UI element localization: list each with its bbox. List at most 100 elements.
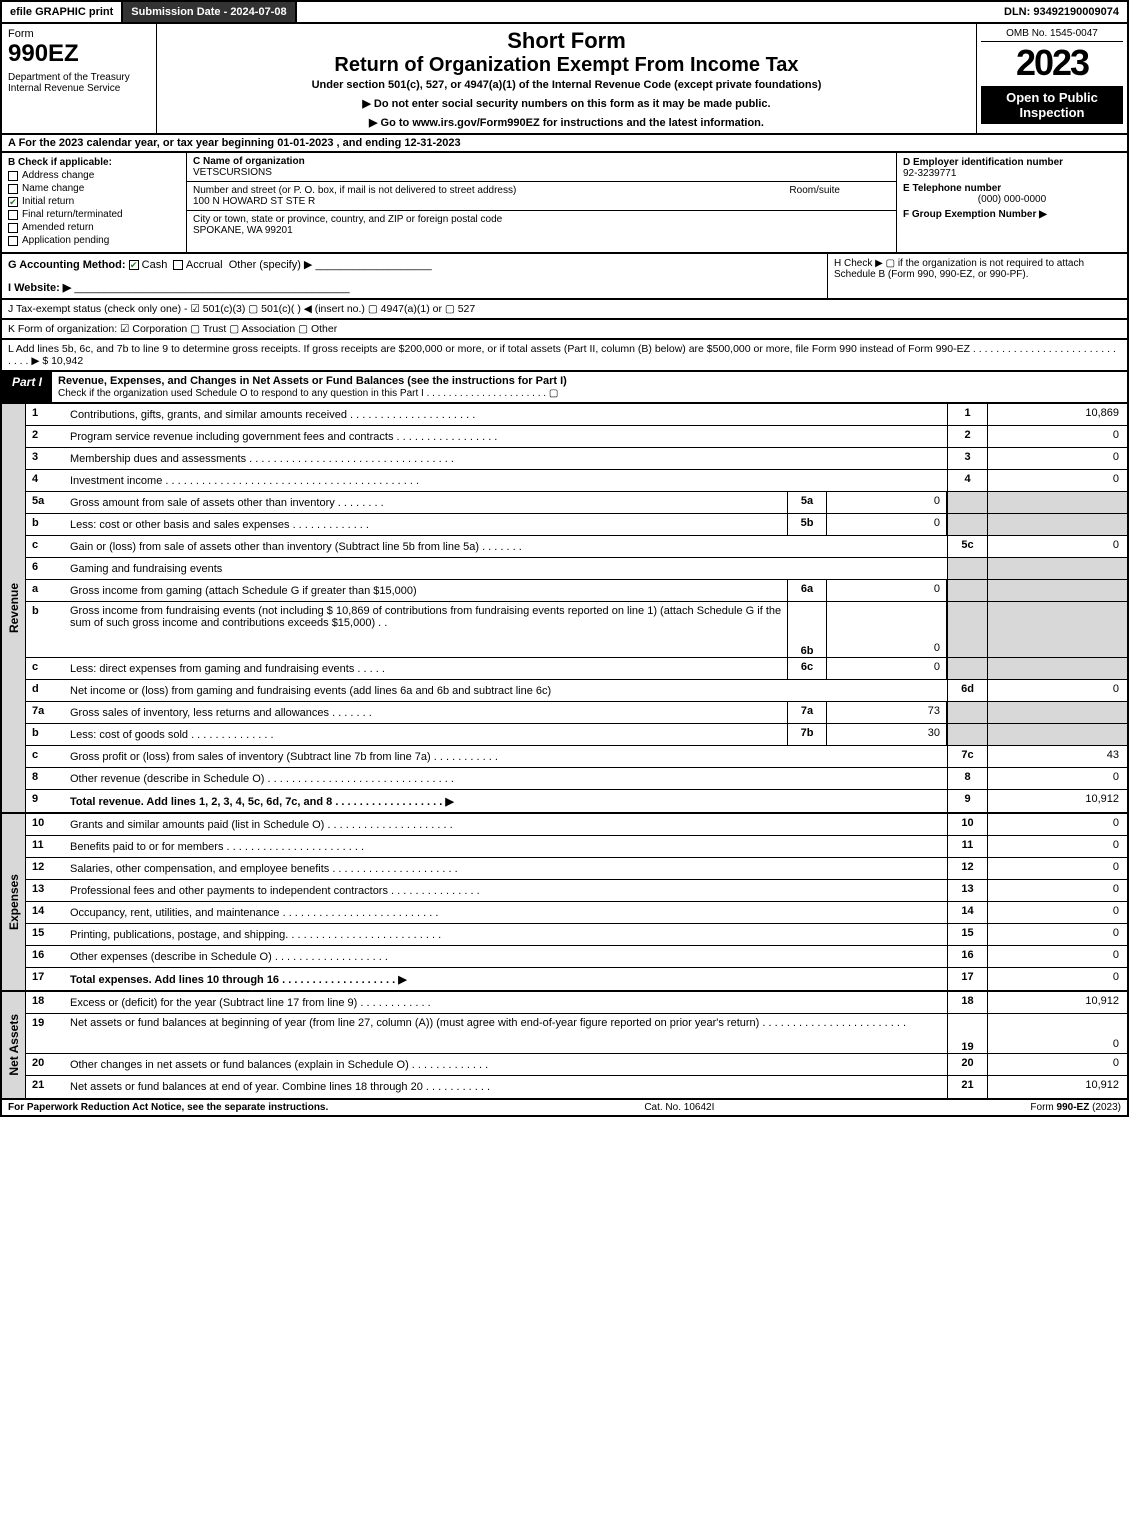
line-14: 14 Occupancy, rent, utilities, and maint… [26, 902, 1127, 924]
checkbox-icon[interactable] [129, 260, 139, 270]
checkbox-icon[interactable] [8, 171, 18, 181]
check-address-change: Address change [8, 170, 180, 181]
submission-date: Submission Date - 2024-07-08 [123, 2, 296, 22]
checkbox-icon[interactable] [8, 197, 18, 207]
c-city-label: City or town, state or province, country… [193, 214, 502, 225]
expenses-lines: 10 Grants and similar amounts paid (list… [26, 814, 1127, 990]
line-7b-value: 30 [827, 724, 947, 745]
line-7c-amount: 43 [987, 746, 1127, 767]
check-application-pending: Application pending [8, 235, 180, 246]
i-website: I Website: ▶ ___________________________… [8, 281, 821, 294]
net-assets-section: Net Assets 18 Excess or (deficit) for th… [0, 992, 1129, 1100]
line-6: 6 Gaming and fundraising events [26, 558, 1127, 580]
c-street-label: Number and street (or P. O. box, if mail… [193, 185, 516, 196]
c-name-label: C Name of organization [193, 156, 305, 167]
line-1: 1 Contributions, gifts, grants, and simi… [26, 404, 1127, 426]
row-a: A For the 2023 calendar year, or tax yea… [0, 135, 1129, 153]
line-10-amount: 0 [987, 814, 1127, 835]
line-18: 18 Excess or (deficit) for the year (Sub… [26, 992, 1127, 1014]
open-to-public: Open to Public Inspection [981, 86, 1123, 124]
expenses-section: Expenses 10 Grants and similar amounts p… [0, 814, 1129, 992]
line-5a: 5a Gross amount from sale of assets othe… [26, 492, 1127, 514]
footer-left: For Paperwork Reduction Act Notice, see … [8, 1102, 328, 1113]
line-19-amount: 0 [987, 1014, 1127, 1053]
line-18-amount: 10,912 [987, 992, 1127, 1013]
line-14-amount: 0 [987, 902, 1127, 923]
check-initial-return: Initial return [8, 196, 180, 207]
line-12-amount: 0 [987, 858, 1127, 879]
c-street-row: Number and street (or P. O. box, if mail… [187, 182, 896, 211]
line-11-amount: 0 [987, 836, 1127, 857]
line-7c: c Gross profit or (loss) from sales of i… [26, 746, 1127, 768]
checkbox-icon[interactable] [8, 236, 18, 246]
dept-label: Department of the Treasury Internal Reve… [8, 72, 150, 94]
line-6b-value: 0 [827, 602, 947, 657]
line-1-amount: 10,869 [987, 404, 1127, 425]
revenue-lines: 1 Contributions, gifts, grants, and simi… [26, 404, 1127, 812]
line-2-amount: 0 [987, 426, 1127, 447]
line-7a: 7a Gross sales of inventory, less return… [26, 702, 1127, 724]
expenses-side-label: Expenses [2, 814, 26, 990]
dln: DLN: 93492190009074 [996, 2, 1127, 22]
form-header: Form 990EZ Department of the Treasury In… [0, 22, 1129, 135]
line-6a-value: 0 [827, 580, 947, 601]
d-label: D Employer identification number [903, 157, 1121, 168]
e-label: E Telephone number [903, 183, 1121, 194]
line-5b: b Less: cost or other basis and sales ex… [26, 514, 1127, 536]
street-address: 100 N HOWARD ST STE R [193, 196, 315, 207]
line-16-amount: 0 [987, 946, 1127, 967]
line-7a-value: 73 [827, 702, 947, 723]
line-5b-value: 0 [827, 514, 947, 535]
b-label: B Check if applicable: [8, 157, 180, 168]
line-6b: b Gross income from fundraising events (… [26, 602, 1127, 658]
ein-value: 92-3239771 [903, 168, 1121, 179]
line-3-amount: 0 [987, 448, 1127, 469]
top-bar: efile GRAPHIC print Submission Date - 20… [0, 0, 1129, 22]
c-name-row: C Name of organization VETSCURSIONS [187, 153, 896, 182]
part1-header: Part I Revenue, Expenses, and Changes in… [0, 372, 1129, 404]
footer-right: Form 990-EZ (2023) [1030, 1102, 1121, 1113]
section-b: B Check if applicable: Address change Na… [2, 153, 187, 252]
checkbox-icon[interactable] [8, 223, 18, 233]
header-left: Form 990EZ Department of the Treasury In… [2, 24, 157, 133]
line-15: 15 Printing, publications, postage, and … [26, 924, 1127, 946]
f-label: F Group Exemption Number ▶ [903, 209, 1121, 220]
footer-center: Cat. No. 10642I [328, 1102, 1030, 1113]
tax-year: 2023 [981, 42, 1123, 84]
line-4-amount: 0 [987, 470, 1127, 491]
line-6d: d Net income or (loss) from gaming and f… [26, 680, 1127, 702]
g-accounting-method: G Accounting Method: Cash Accrual Other … [8, 258, 821, 271]
revenue-section: Revenue 1 Contributions, gifts, grants, … [0, 404, 1129, 814]
omb-number: OMB No. 1545-0047 [981, 28, 1123, 42]
line-20: 20 Other changes in net assets or fund b… [26, 1054, 1127, 1076]
checkbox-icon[interactable] [8, 184, 18, 194]
section-ghi: G Accounting Method: Cash Accrual Other … [0, 254, 1129, 300]
return-title: Return of Organization Exempt From Incom… [163, 54, 970, 77]
under-section: Under section 501(c), 527, or 4947(a)(1)… [163, 79, 970, 91]
efile-label: efile GRAPHIC print [2, 2, 123, 22]
line-12: 12 Salaries, other compensation, and emp… [26, 858, 1127, 880]
part1-title: Revenue, Expenses, and Changes in Net As… [52, 372, 1127, 402]
line-20-amount: 0 [987, 1054, 1127, 1075]
line-5c: c Gain or (loss) from sale of assets oth… [26, 536, 1127, 558]
revenue-side-label: Revenue [2, 404, 26, 812]
line-6c: c Less: direct expenses from gaming and … [26, 658, 1127, 680]
checkbox-icon[interactable] [173, 260, 183, 270]
instr-line-1: ▶ Do not enter social security numbers o… [163, 97, 970, 110]
c-city-row: City or town, state or province, country… [187, 211, 896, 239]
h-check-text: H Check ▶ ▢ if the organization is not r… [834, 258, 1084, 280]
header-center: Short Form Return of Organization Exempt… [157, 24, 977, 133]
section-def: D Employer identification number 92-3239… [897, 153, 1127, 252]
line-19: 19 Net assets or fund balances at beginn… [26, 1014, 1127, 1054]
line-10: 10 Grants and similar amounts paid (list… [26, 814, 1127, 836]
section-c: C Name of organization VETSCURSIONS Numb… [187, 153, 897, 252]
net-assets-lines: 18 Excess or (deficit) for the year (Sub… [26, 992, 1127, 1098]
section-gi: G Accounting Method: Cash Accrual Other … [2, 254, 827, 298]
line-6c-value: 0 [827, 658, 947, 679]
checkbox-icon[interactable] [8, 210, 18, 220]
header-right: OMB No. 1545-0047 2023 Open to Public In… [977, 24, 1127, 133]
line-17-amount: 0 [987, 968, 1127, 990]
net-assets-side-label: Net Assets [2, 992, 26, 1098]
line-6d-amount: 0 [987, 680, 1127, 701]
line-11: 11 Benefits paid to or for members . . .… [26, 836, 1127, 858]
